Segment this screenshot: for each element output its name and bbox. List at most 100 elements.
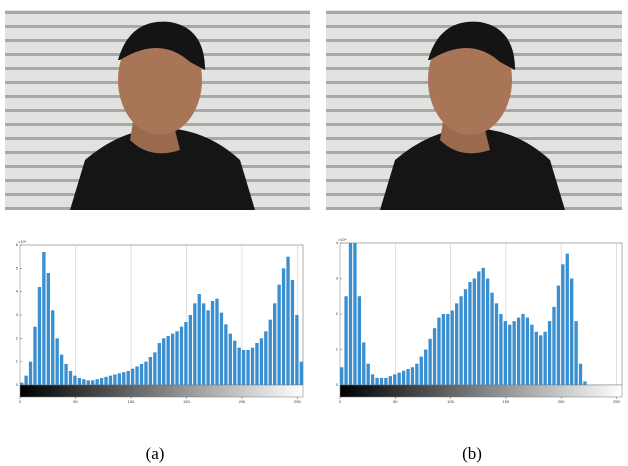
- bars: [20, 252, 303, 385]
- x-tick-label: 100: [128, 399, 135, 404]
- bar: [552, 306, 556, 385]
- bar: [459, 296, 463, 385]
- bar: [565, 253, 569, 385]
- caption: (b): [462, 444, 482, 463]
- bar: [490, 292, 494, 385]
- bar: [353, 243, 357, 385]
- bar: [233, 340, 237, 385]
- bar: [525, 317, 530, 385]
- x-tick-label: 50: [73, 399, 78, 404]
- bar: [37, 287, 42, 385]
- bar: [95, 379, 99, 385]
- bar: [122, 372, 126, 385]
- bar: [570, 278, 574, 385]
- bar: [481, 267, 485, 385]
- bar: [556, 285, 561, 385]
- bar: [126, 371, 130, 385]
- bar: [450, 310, 454, 385]
- bar: [20, 382, 24, 385]
- x-tick-label: 150: [183, 399, 190, 404]
- bar: [357, 296, 362, 385]
- bars: [340, 243, 587, 385]
- bar: [362, 342, 366, 385]
- y-tick-label: 0: [16, 382, 19, 387]
- colorbar: [19, 384, 304, 398]
- y-tick-label: 4: [336, 240, 339, 245]
- bar: [512, 321, 516, 385]
- bar: [574, 321, 578, 385]
- bar: [250, 347, 255, 385]
- photo-b: [326, 10, 622, 210]
- bar: [344, 296, 348, 385]
- bar: [503, 321, 507, 385]
- photo-a: [5, 10, 310, 210]
- bar: [82, 379, 86, 385]
- y-tick-label: 0: [336, 382, 339, 387]
- bar: [206, 310, 210, 385]
- bar: [28, 361, 33, 385]
- bar: [46, 273, 50, 385]
- bar: [51, 310, 55, 385]
- bar: [139, 364, 144, 385]
- bar: [393, 374, 397, 385]
- bar: [516, 317, 521, 385]
- caption: (a): [146, 444, 165, 463]
- bar: [534, 331, 538, 385]
- x-tick-label: 200: [558, 399, 565, 404]
- bar: [432, 328, 437, 385]
- bar: [264, 331, 268, 385]
- bar: [255, 343, 259, 385]
- bar: [55, 338, 59, 385]
- bar: [113, 374, 117, 385]
- bar: [135, 366, 139, 385]
- bar: [170, 333, 175, 385]
- bar: [144, 361, 148, 385]
- bar: [472, 278, 477, 385]
- x-tick-label: 0: [19, 399, 22, 404]
- bar: [530, 324, 534, 385]
- bar: [179, 326, 184, 385]
- bar: [281, 268, 286, 385]
- bar: [197, 294, 201, 385]
- bar: [485, 278, 490, 385]
- y-tick-label: 1: [336, 347, 339, 352]
- x-tick-label: 0: [339, 399, 342, 404]
- bar: [340, 367, 344, 385]
- y-tick-label: 2: [336, 311, 339, 316]
- bar: [521, 314, 525, 385]
- bar: [24, 375, 28, 385]
- bar: [578, 363, 583, 385]
- x-tick-label: 100: [447, 399, 454, 404]
- y-tick-label: 5: [16, 265, 19, 270]
- bar: [175, 331, 179, 385]
- bar: [241, 350, 246, 385]
- bar: [286, 256, 290, 385]
- y-scale-label: ×10⁴: [18, 239, 27, 244]
- bar: [224, 324, 228, 385]
- bar: [130, 368, 135, 385]
- bar: [410, 367, 415, 385]
- bar: [455, 303, 459, 385]
- bar: [86, 380, 90, 385]
- y-tick-label: 3: [16, 312, 19, 317]
- bar: [91, 380, 95, 385]
- bar: [117, 373, 121, 385]
- y-tick-label: 2: [16, 335, 19, 340]
- bar: [64, 364, 68, 385]
- bar: [188, 315, 193, 385]
- bar: [583, 381, 587, 385]
- bar: [508, 324, 512, 385]
- bar: [370, 374, 375, 385]
- bar: [193, 303, 197, 385]
- bar: [157, 343, 161, 385]
- bar: [406, 369, 410, 385]
- bar: [499, 314, 503, 385]
- y-tick-label: 4: [16, 289, 19, 294]
- bar: [477, 271, 481, 385]
- bar: [277, 284, 281, 385]
- bar: [384, 377, 388, 385]
- bar: [419, 356, 423, 385]
- bar: [428, 338, 432, 385]
- bar: [397, 372, 401, 385]
